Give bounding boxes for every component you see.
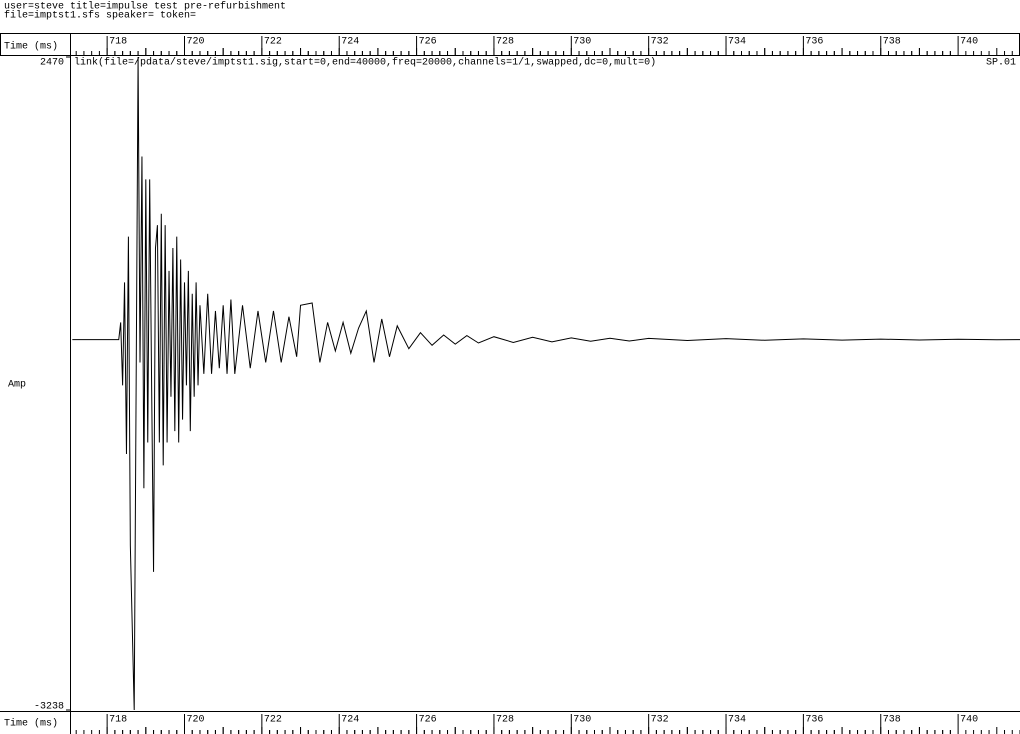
x-tick-label: 718 [109, 715, 127, 726]
x-tick-label: 720 [186, 715, 204, 726]
waveform [72, 56, 1020, 711]
x-tick-label: 726 [419, 715, 437, 726]
x-tick-label: 738 [883, 715, 901, 726]
x-tick-label: 724 [341, 37, 359, 48]
header-line: user=steve title=impulse test pre-refurb… [4, 1, 286, 13]
x-tick-label: 734 [728, 37, 746, 48]
x-tick-label: 720 [186, 37, 204, 48]
x-tick-label: 734 [728, 715, 746, 726]
x-tick-label: 718 [109, 37, 127, 48]
header-line: file=imptst1.sfs speaker= token= [4, 10, 196, 22]
y-axis-label: Amp [8, 380, 26, 391]
x-tick-label: 736 [805, 37, 823, 48]
x-axis-label: Time (ms) [4, 718, 58, 730]
annotation: link(file=/pdata/steve/imptst1.sig,start… [74, 57, 656, 69]
x-tick-label: 728 [496, 715, 514, 726]
x-tick-label: 732 [651, 37, 669, 48]
x-tick-label: 726 [419, 37, 437, 48]
x-tick-label: 740 [960, 37, 978, 48]
x-tick-label: 738 [883, 37, 901, 48]
x-tick-label: 728 [496, 37, 514, 48]
x-axis-label: Time (ms) [4, 41, 58, 53]
x-tick-label: 736 [805, 715, 823, 726]
x-tick-label: 740 [960, 715, 978, 726]
x-tick-label: 722 [264, 37, 282, 48]
y-tick-label: 2470 [40, 58, 64, 69]
x-tick-label: 730 [573, 37, 591, 48]
x-tick-label: 724 [341, 715, 359, 726]
x-tick-label: 722 [264, 715, 282, 726]
track-label: SP.01 [986, 58, 1016, 69]
y-tick-label: -3238 [34, 702, 64, 713]
x-tick-label: 730 [573, 715, 591, 726]
x-tick-label: 732 [651, 715, 669, 726]
